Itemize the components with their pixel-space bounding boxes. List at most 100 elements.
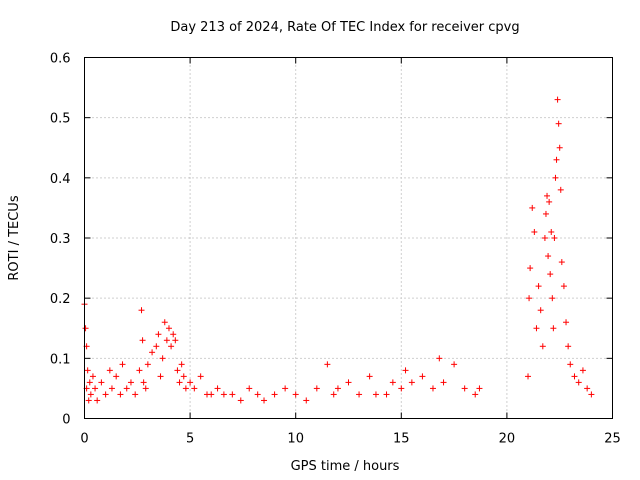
data-point xyxy=(142,385,149,392)
data-point xyxy=(176,379,183,386)
data-point xyxy=(461,385,468,392)
y-axis-label: ROTI / TECUs xyxy=(7,195,22,280)
data-point xyxy=(82,325,89,332)
data-point xyxy=(419,373,426,380)
data-point xyxy=(548,228,555,235)
data-point xyxy=(282,385,289,392)
data-point xyxy=(102,391,109,398)
data-point xyxy=(472,391,479,398)
data-point xyxy=(553,156,560,163)
data-point xyxy=(246,385,253,392)
data-point xyxy=(119,361,126,368)
data-point xyxy=(334,385,341,392)
data-point xyxy=(153,343,160,350)
data-point xyxy=(383,391,390,398)
data-point xyxy=(565,343,572,350)
data-point xyxy=(525,373,532,380)
data-point xyxy=(214,385,221,392)
data-point xyxy=(563,319,570,326)
data-point xyxy=(220,391,227,398)
data-point xyxy=(144,361,151,368)
data-point xyxy=(560,283,567,290)
data-point xyxy=(108,385,115,392)
data-point xyxy=(545,253,552,260)
data-point xyxy=(451,361,458,368)
data-point xyxy=(402,367,409,374)
data-point xyxy=(567,361,574,368)
data-point xyxy=(157,373,164,380)
data-point xyxy=(372,391,379,398)
data-point xyxy=(313,385,320,392)
data-point xyxy=(356,391,363,398)
grid xyxy=(84,57,613,419)
data-point xyxy=(330,391,337,398)
data-point xyxy=(168,343,175,350)
data-point xyxy=(366,373,373,380)
data-point xyxy=(254,391,261,398)
data-point xyxy=(127,379,134,386)
data-point xyxy=(558,259,565,266)
data-point xyxy=(149,349,156,356)
data-point xyxy=(138,307,145,314)
data-point xyxy=(440,379,447,386)
data-point xyxy=(85,397,92,404)
y-tick-label: 0.2 xyxy=(50,292,71,307)
data-point xyxy=(180,373,187,380)
x-tick-label: 5 xyxy=(186,432,194,447)
data-point xyxy=(94,397,101,404)
data-point xyxy=(476,385,483,392)
data-point xyxy=(261,397,268,404)
data-point xyxy=(132,391,139,398)
y-tick-label: 0.4 xyxy=(50,172,71,187)
data-point xyxy=(537,307,544,314)
data-point xyxy=(539,343,546,350)
x-tick-label: 15 xyxy=(393,432,410,447)
data-point xyxy=(187,379,194,386)
data-point xyxy=(557,186,564,193)
data-point xyxy=(106,367,113,374)
data-point xyxy=(136,367,143,374)
data-point xyxy=(345,379,352,386)
data-point xyxy=(165,325,172,332)
data-point xyxy=(87,391,94,398)
axis-ticks: 0 5 10 15 20 25 0 0.1 0.2 0.3 0.4 0.5 0.6 xyxy=(50,52,621,447)
data-point xyxy=(529,204,536,211)
data-point xyxy=(182,385,189,392)
data-point xyxy=(237,397,244,404)
y-tick-label: 0.5 xyxy=(50,112,71,127)
data-point xyxy=(551,235,558,241)
x-tick-label: 0 xyxy=(80,432,88,447)
data-point xyxy=(197,373,204,380)
data-point xyxy=(140,379,147,386)
data-point xyxy=(89,373,96,380)
data-point xyxy=(542,210,549,217)
data-point xyxy=(123,385,130,392)
y-tick-label: 0.1 xyxy=(50,352,71,367)
data-point xyxy=(208,391,215,398)
data-point xyxy=(292,391,299,398)
data-point xyxy=(117,391,124,398)
x-axis-label: GPS time / hours xyxy=(291,459,400,474)
data-point xyxy=(389,379,396,386)
data-point xyxy=(398,385,405,392)
data-point xyxy=(549,295,556,302)
y-tick-label: 0 xyxy=(62,413,70,428)
x-tick-label: 20 xyxy=(499,432,516,447)
data-point xyxy=(571,373,578,380)
data-point xyxy=(555,120,562,127)
x-tick-label: 25 xyxy=(604,432,621,447)
data-point xyxy=(159,355,166,362)
data-point xyxy=(588,391,595,398)
data-point xyxy=(575,379,582,386)
data-point xyxy=(547,271,554,278)
data-point xyxy=(436,355,443,362)
data-point xyxy=(191,385,198,392)
data-point xyxy=(554,96,561,103)
data-point xyxy=(408,379,415,386)
data-point xyxy=(84,367,91,374)
data-point xyxy=(271,391,278,398)
data-point xyxy=(526,295,533,302)
data-point xyxy=(155,331,162,338)
data-point xyxy=(541,235,548,241)
data-point xyxy=(172,337,179,344)
